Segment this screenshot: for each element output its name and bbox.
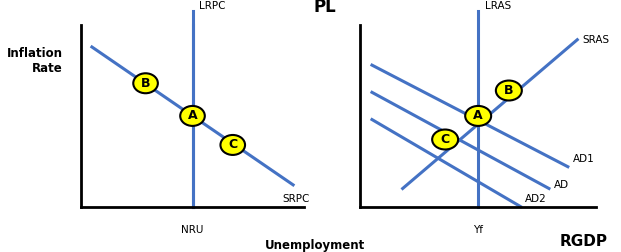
Text: Inflation
Rate: Inflation Rate xyxy=(7,47,63,75)
Circle shape xyxy=(134,73,158,93)
Text: AD2: AD2 xyxy=(525,194,547,204)
Circle shape xyxy=(180,106,205,126)
Text: B: B xyxy=(504,84,514,97)
Text: LRPC: LRPC xyxy=(199,1,225,11)
Text: A: A xyxy=(188,109,197,122)
Circle shape xyxy=(496,81,522,101)
Text: B: B xyxy=(141,77,150,90)
Text: C: C xyxy=(440,133,450,146)
Text: C: C xyxy=(228,138,237,151)
Circle shape xyxy=(465,106,491,126)
Text: Unemployment
Rate: Unemployment Rate xyxy=(265,239,366,252)
Text: SRAS: SRAS xyxy=(582,35,609,45)
Text: A: A xyxy=(473,109,483,122)
Text: LRAS: LRAS xyxy=(485,1,512,11)
Text: AD: AD xyxy=(554,180,569,190)
Text: RGDP: RGDP xyxy=(560,234,608,249)
Circle shape xyxy=(220,135,245,155)
Text: AD1: AD1 xyxy=(573,154,594,165)
Text: SRPC: SRPC xyxy=(282,194,309,204)
Text: Yf: Yf xyxy=(473,225,483,235)
Text: PL: PL xyxy=(314,0,337,16)
Text: NRU: NRU xyxy=(181,225,204,235)
Circle shape xyxy=(432,130,458,149)
